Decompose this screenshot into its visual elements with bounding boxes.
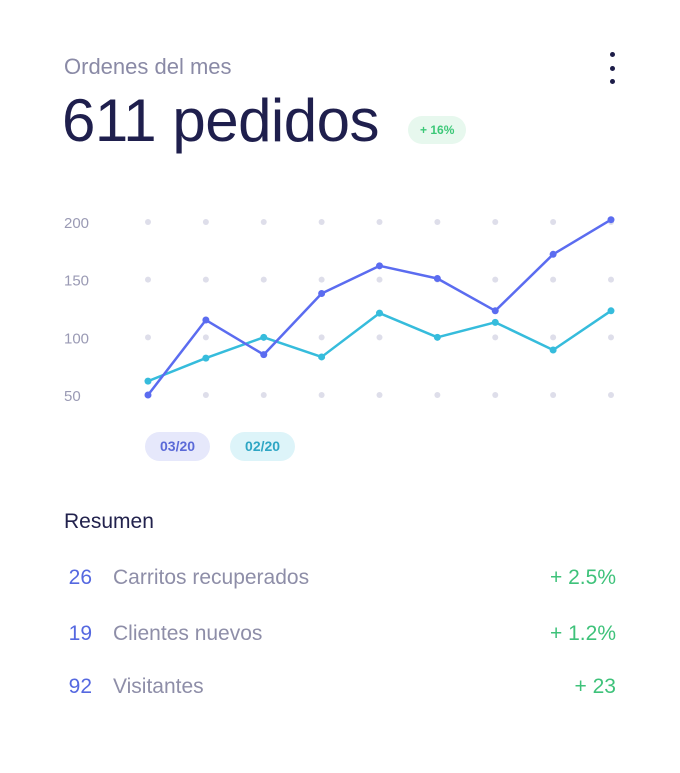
grid-dot	[318, 276, 325, 283]
summary-delta: + 1.2%	[550, 622, 616, 645]
grid-dot	[434, 219, 441, 225]
grid-dot	[608, 276, 614, 283]
grid-dot	[550, 334, 557, 341]
summary-delta: + 23	[574, 675, 616, 698]
orders-line-chart: 200 150 100 50	[64, 215, 615, 405]
data-point-series-2[interactable]	[607, 307, 615, 315]
summary-row: 26 Carritos recuperados + 2.5%	[0, 566, 680, 596]
grid-dot	[492, 334, 499, 341]
y-tick-label: 50	[64, 388, 81, 405]
grid-dot	[202, 392, 209, 398]
growth-badge: + 16%	[408, 116, 467, 144]
data-point-series-1[interactable]	[433, 275, 441, 283]
series-line-1	[146, 218, 613, 397]
summary-count: 19	[68, 622, 92, 645]
y-tick-label: 100	[64, 330, 89, 347]
data-point-series-1[interactable]	[202, 316, 210, 324]
series-line-2	[146, 309, 613, 383]
kebab-dot	[609, 65, 615, 71]
grid-dot	[550, 219, 557, 225]
data-point-series-1[interactable]	[260, 351, 268, 359]
grid-dot	[550, 276, 557, 283]
grid-dot	[492, 392, 499, 398]
grid-dot	[145, 219, 151, 225]
chart-legend: 03/20 02/20	[145, 432, 296, 461]
kebab-dot	[609, 52, 615, 57]
grid-dot	[608, 392, 614, 398]
summary-title: Resumen	[64, 510, 154, 533]
data-point-series-1[interactable]	[549, 250, 557, 258]
kebab-dot	[609, 79, 615, 84]
grid-dot	[376, 392, 383, 398]
card-subtitle: Ordenes del mes	[64, 54, 232, 79]
grid-dot	[376, 334, 383, 341]
data-point-series-1[interactable]	[607, 216, 615, 224]
summary-delta: + 2.5%	[550, 566, 616, 589]
summary-label: Carritos recuperados	[113, 566, 310, 589]
data-point-series-2[interactable]	[202, 354, 210, 362]
grid-dot	[202, 219, 209, 225]
summary-label: Clientes nuevos	[113, 622, 263, 645]
data-point-series-1[interactable]	[318, 290, 326, 298]
summary-label: Visitantes	[113, 675, 204, 698]
grid-dot	[550, 392, 557, 398]
grid-dot	[260, 219, 267, 225]
data-point-series-2[interactable]	[260, 333, 268, 341]
grid-dot	[318, 219, 325, 225]
grid-dot	[492, 276, 499, 283]
data-point-series-1[interactable]	[376, 262, 383, 270]
data-point-series-1[interactable]	[491, 307, 499, 315]
grid-dot	[145, 334, 151, 341]
legend-item-series-1[interactable]: 03/20	[145, 432, 211, 461]
grid-dot	[260, 392, 267, 398]
summary-count: 92	[68, 675, 92, 698]
data-point-series-2[interactable]	[318, 353, 326, 361]
data-point-series-2[interactable]	[376, 309, 383, 317]
grid-dot	[434, 392, 441, 398]
y-tick-label: 150	[64, 273, 89, 290]
grid-dot	[608, 334, 614, 341]
summary-row: 92 Visitantes + 23	[0, 675, 680, 705]
data-point-series-2[interactable]	[433, 333, 441, 341]
grid-dot	[376, 219, 383, 225]
data-point-series-1[interactable]	[144, 391, 152, 399]
data-point-series-2[interactable]	[144, 377, 152, 385]
y-tick-label: 200	[64, 215, 89, 232]
grid-dot	[202, 334, 209, 341]
summary-count: 26	[68, 566, 92, 589]
grid-dot	[318, 334, 325, 341]
grid-dot	[376, 276, 383, 283]
grid-dot	[492, 219, 499, 225]
data-point-series-2[interactable]	[491, 318, 499, 326]
more-vertical-icon[interactable]	[600, 52, 624, 84]
legend-item-series-2[interactable]: 02/20	[230, 432, 296, 461]
grid-dot	[260, 276, 267, 283]
grid-dot	[202, 276, 209, 283]
data-point-series-2[interactable]	[549, 346, 557, 354]
orders-total: 611 pedidos	[62, 87, 380, 154]
grid-dot	[318, 392, 325, 398]
summary-row: 19 Clientes nuevos + 1.2%	[0, 622, 680, 652]
grid-dot	[145, 276, 151, 283]
